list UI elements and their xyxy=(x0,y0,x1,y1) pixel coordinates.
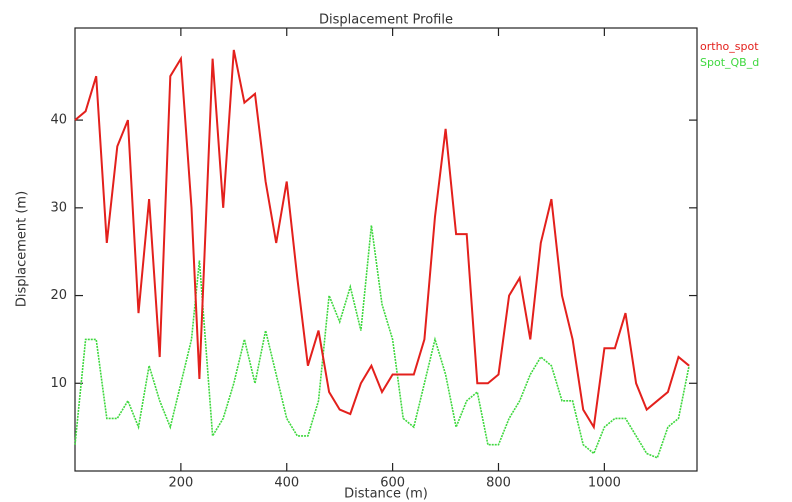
x-axis-label: Distance (m) xyxy=(344,487,428,502)
plot-frame xyxy=(74,27,698,472)
chart-title: Displacement Profile xyxy=(319,13,453,28)
y-tick-label: 10 xyxy=(50,376,67,391)
y-tick-label: 40 xyxy=(50,113,67,128)
y-axis-label: Displacement (m) xyxy=(15,191,30,307)
y-tick-label: 20 xyxy=(50,288,67,303)
legend-label: ortho_spot xyxy=(700,40,759,53)
x-tick-label: 800 xyxy=(486,476,511,491)
legend-label: Spot_QB_d xyxy=(700,56,759,69)
x-tick-label: 1000 xyxy=(588,476,621,491)
series-line xyxy=(74,225,690,459)
y-tick-label: 30 xyxy=(50,200,67,215)
x-tick-label: 200 xyxy=(168,476,193,491)
series-line xyxy=(74,49,690,431)
x-tick-label: 400 xyxy=(274,476,299,491)
x-tick-label: 600 xyxy=(380,476,405,491)
